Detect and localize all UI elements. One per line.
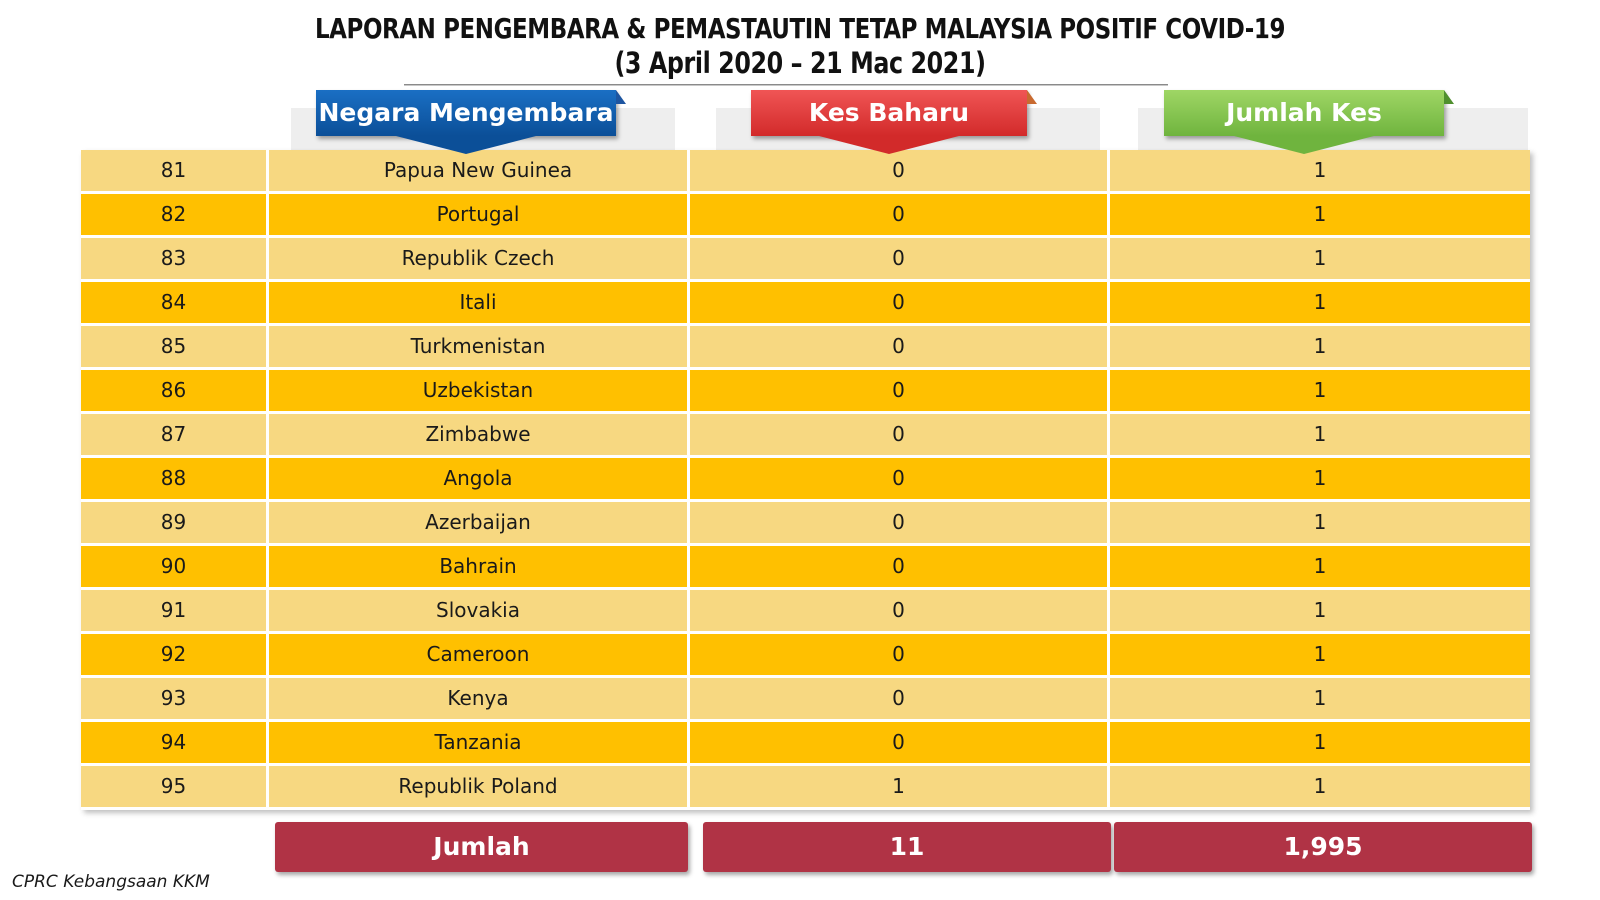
table-row: 87 Zimbabwe 0 1: [81, 414, 1530, 458]
header-total-cases-fold: [1444, 90, 1454, 104]
source-footer: CPRC Kebangsaan KKM: [12, 872, 210, 892]
row-number: 90: [81, 546, 269, 587]
header-country-pointer: [396, 136, 536, 154]
header-country-label: Negara Mengembara: [318, 98, 614, 127]
country-name: Uzbekistan: [269, 370, 690, 411]
new-cases-value: 0: [690, 634, 1110, 675]
table-row: 84 Itali 0 1: [81, 282, 1530, 326]
table-row: 94 Tanzania 0 1: [81, 722, 1530, 766]
new-cases-value: 0: [690, 546, 1110, 587]
total-cases-value: 1: [1110, 282, 1530, 323]
report-title: LAPORAN PENGEMBARA & PEMASTAUTIN TETAP M…: [314, 12, 1286, 45]
country-name: Republik Czech: [269, 238, 690, 279]
new-cases-value: 0: [690, 722, 1110, 763]
table-row: 91 Slovakia 0 1: [81, 590, 1530, 634]
total-cases-value: 1: [1110, 766, 1530, 807]
table-row: 82 Portugal 0 1: [81, 194, 1530, 238]
row-number: 86: [81, 370, 269, 411]
new-cases-value: 0: [690, 150, 1110, 191]
row-number: 84: [81, 282, 269, 323]
new-cases-value: 0: [690, 458, 1110, 499]
country-name: Angola: [269, 458, 690, 499]
table-row: 85 Turkmenistan 0 1: [81, 326, 1530, 370]
row-number: 92: [81, 634, 269, 675]
table-row: 95 Republik Poland 1 1: [81, 766, 1530, 810]
header-new-cases-fold: [1027, 90, 1037, 104]
country-name: Republik Poland: [269, 766, 690, 807]
row-number: 82: [81, 194, 269, 235]
new-cases-value: 1: [690, 766, 1110, 807]
total-label: Jumlah: [275, 822, 688, 872]
country-name: Papua New Guinea: [269, 150, 690, 191]
table-row: 81 Papua New Guinea 0 1: [81, 150, 1530, 194]
header-country-fold: [616, 90, 626, 104]
new-cases-value: 0: [690, 678, 1110, 719]
new-cases-value: 0: [690, 502, 1110, 543]
total-cases-value: 1: [1110, 326, 1530, 367]
cases-table: 81 Papua New Guinea 0 1 82 Portugal 0 1 83 Republ…: [81, 150, 1530, 810]
country-name: Tanzania: [269, 722, 690, 763]
header-new-cases-pointer: [819, 136, 959, 154]
total-cases: 1,995: [1114, 822, 1532, 872]
row-number: 85: [81, 326, 269, 367]
table-row: 90 Bahrain 0 1: [81, 546, 1530, 590]
total-cases-value: 1: [1110, 150, 1530, 191]
total-cases-value: 1: [1110, 634, 1530, 675]
total-cases-value: 1: [1110, 502, 1530, 543]
header-new-cases: Kes Baharu: [751, 90, 1037, 154]
total-cases-value: 1: [1110, 590, 1530, 631]
total-cases-value: 1: [1110, 722, 1530, 763]
title-divider: [404, 84, 1168, 86]
header-total-cases-label: Jumlah Kes: [1226, 98, 1382, 127]
new-cases-value: 0: [690, 326, 1110, 367]
country-name: Portugal: [269, 194, 690, 235]
header-total-cases-pointer: [1234, 136, 1374, 154]
total-cases-value: 1: [1110, 458, 1530, 499]
row-number: 94: [81, 722, 269, 763]
country-name: Cameroon: [269, 634, 690, 675]
table-row: 93 Kenya 0 1: [81, 678, 1530, 722]
country-name: Itali: [269, 282, 690, 323]
table-row: 92 Cameroon 0 1: [81, 634, 1530, 678]
table-row: 83 Republik Czech 0 1: [81, 238, 1530, 282]
total-cases-value: 1: [1110, 370, 1530, 411]
report-date-range: (3 April 2020 – 21 Mac 2021): [614, 46, 986, 80]
country-name: Zimbabwe: [269, 414, 690, 455]
row-number: 87: [81, 414, 269, 455]
total-cases-value: 1: [1110, 194, 1530, 235]
header-country: Negara Mengembara: [316, 90, 626, 154]
country-name: Slovakia: [269, 590, 690, 631]
row-number: 83: [81, 238, 269, 279]
table-row: 89 Azerbaijan 0 1: [81, 502, 1530, 546]
total-cases-value: 1: [1110, 238, 1530, 279]
row-number: 88: [81, 458, 269, 499]
new-cases-value: 0: [690, 282, 1110, 323]
table-row: 86 Uzbekistan 0 1: [81, 370, 1530, 414]
new-cases-value: 0: [690, 194, 1110, 235]
total-cases-value: 1: [1110, 546, 1530, 587]
row-number: 89: [81, 502, 269, 543]
row-number: 93: [81, 678, 269, 719]
new-cases-value: 0: [690, 414, 1110, 455]
header-new-cases-label: Kes Baharu: [808, 98, 970, 127]
row-number: 91: [81, 590, 269, 631]
total-cases-value: 1: [1110, 678, 1530, 719]
new-cases-value: 0: [690, 370, 1110, 411]
country-name: Kenya: [269, 678, 690, 719]
header-total-cases: Jumlah Kes: [1164, 90, 1454, 154]
country-name: Bahrain: [269, 546, 690, 587]
total-new-cases: 11: [703, 822, 1111, 872]
table-row: 88 Angola 0 1: [81, 458, 1530, 502]
new-cases-value: 0: [690, 590, 1110, 631]
total-cases-value: 1: [1110, 414, 1530, 455]
row-number: 81: [81, 150, 269, 191]
country-name: Azerbaijan: [269, 502, 690, 543]
row-number: 95: [81, 766, 269, 807]
new-cases-value: 0: [690, 238, 1110, 279]
country-name: Turkmenistan: [269, 326, 690, 367]
